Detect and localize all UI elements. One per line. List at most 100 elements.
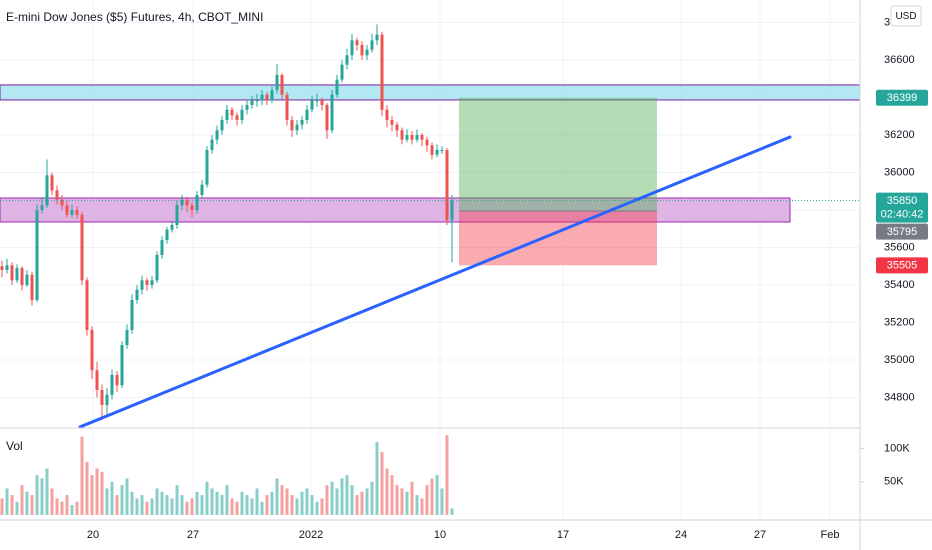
volume-bar (340, 478, 344, 515)
candle-body (95, 370, 99, 390)
candle-body (140, 280, 144, 290)
candle-body (365, 49, 369, 56)
volume-bar (105, 488, 109, 515)
y-tick-label: 36600 (884, 54, 915, 66)
candle-body (210, 139, 214, 150)
candle-body (300, 120, 304, 125)
candle-body (145, 280, 149, 285)
volume-bar (35, 475, 39, 515)
candle-body (385, 109, 389, 120)
candle-body (200, 184, 204, 195)
volume-bar (225, 485, 229, 515)
candle-body (315, 100, 319, 102)
volume-bar (95, 468, 99, 515)
candle-body (450, 200, 454, 221)
candle-body (270, 90, 274, 101)
volume-bar (405, 491, 409, 515)
volume-bar (315, 501, 319, 515)
candle-body (45, 175, 49, 206)
volume-bar (420, 498, 424, 515)
volume-bar (5, 488, 9, 515)
x-tick-label: 17 (557, 529, 569, 541)
candle-body (90, 330, 94, 371)
volume-bar (150, 498, 154, 515)
volume-bar (180, 495, 184, 515)
volume-bar (320, 498, 324, 515)
volume-bar (430, 478, 434, 515)
volume-bar (75, 501, 79, 515)
volume-bar (330, 481, 334, 515)
candle-body (215, 130, 219, 140)
candle-body (85, 280, 89, 330)
volume-bar (345, 475, 349, 515)
candle-body (160, 240, 164, 255)
candle-body (130, 300, 134, 330)
volume-bar (410, 481, 414, 515)
candle-body (310, 100, 314, 110)
candle-body (20, 268, 24, 285)
volume-bar (155, 488, 159, 515)
volume-bar (160, 491, 164, 515)
volume-bar (435, 475, 439, 515)
candle-body (70, 210, 74, 215)
volume-bar (335, 488, 339, 515)
candle-body (0, 266, 4, 270)
countdown: 02:40:42 (881, 209, 924, 221)
candle-body (25, 274, 29, 285)
zone (0, 197, 791, 223)
x-tick-label: 2022 (299, 529, 323, 541)
candle-body (50, 175, 54, 191)
volume-bar (205, 481, 209, 515)
volume-label: Vol (6, 439, 23, 453)
volume-bar (90, 475, 94, 515)
currency-button[interactable] (890, 5, 922, 27)
candle-body (75, 210, 79, 215)
candle-body (445, 150, 449, 221)
candle-body (405, 135, 409, 140)
candle-body (175, 205, 179, 225)
volume-bar (245, 495, 249, 515)
price-tag-label: 35505 (887, 260, 918, 272)
candle-body (165, 229, 169, 240)
candle-body (110, 375, 114, 395)
candle-body (180, 199, 184, 206)
candle-body (135, 289, 139, 300)
candle-body (100, 390, 104, 405)
candle-body (155, 255, 159, 281)
candle-body (355, 40, 359, 45)
candle-body (280, 75, 284, 95)
price-tag-label: 35795 (887, 226, 918, 238)
volume-bar (290, 495, 294, 515)
volume-bar (135, 498, 139, 515)
volume-bar (100, 471, 104, 515)
volume-tick-label: 100K (884, 443, 910, 455)
candle-body (335, 79, 339, 95)
candle-body (65, 205, 69, 215)
candle-body (185, 199, 189, 206)
volume-bar (325, 485, 329, 515)
volume-bar (80, 436, 84, 515)
volume-bar (275, 478, 279, 515)
volume-bar (130, 491, 134, 515)
volume-bar (200, 495, 204, 515)
volume-bar (260, 501, 264, 515)
volume-bar (365, 488, 369, 515)
volume-bar (40, 478, 44, 515)
volume-bar (215, 491, 219, 515)
volume-bar (415, 495, 419, 515)
candle-body (425, 139, 429, 146)
x-tick-label: 27 (754, 529, 766, 541)
price-tag (876, 257, 928, 274)
volume-bar (25, 491, 29, 515)
volume-bar (305, 488, 309, 515)
volume-bar (45, 468, 49, 515)
candle-body (15, 268, 19, 281)
candle-body (55, 190, 59, 200)
candle-body (225, 109, 229, 120)
y-tick-label: 34800 (884, 391, 915, 403)
candle-body (120, 345, 124, 386)
price-tag-label: 35850 (887, 195, 918, 207)
candle-body (375, 34, 379, 41)
currency: USD (895, 11, 916, 22)
y-tick-label: 35400 (884, 279, 915, 291)
